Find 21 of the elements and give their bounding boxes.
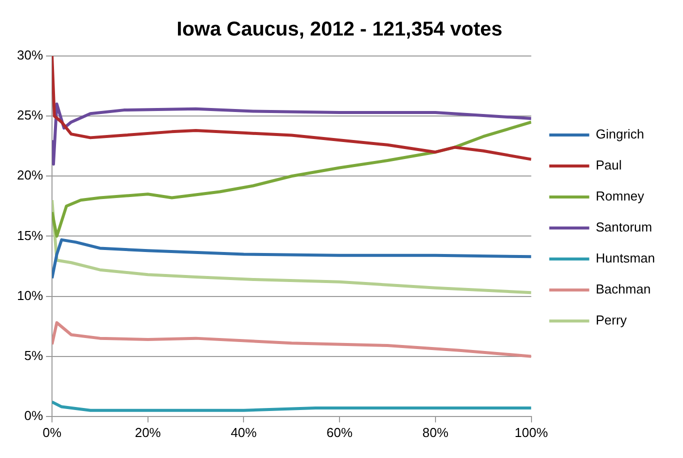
chart-title: Iowa Caucus, 2012 - 121,354 votes (176, 18, 502, 41)
y-tick-label: 10% (16, 288, 44, 303)
x-tick-label: 80% (422, 424, 449, 440)
legend-label: Gingrich (596, 126, 644, 142)
y-tick-label: 0% (24, 408, 44, 423)
legend-label: Romney (596, 188, 645, 204)
x-tick-label: 20% (134, 424, 162, 440)
x-tick-label: 40% (230, 424, 258, 440)
legend-label: Huntsman (596, 250, 655, 266)
legend-label: Santorum (596, 220, 652, 235)
y-tick-label: 5% (24, 348, 44, 363)
x-tick-label: 100% (514, 424, 548, 440)
legend-label: Perry (596, 312, 628, 328)
y-tick-label: 25% (16, 108, 44, 123)
x-tick-label: 60% (326, 424, 354, 440)
legend-label: Paul (596, 158, 622, 173)
legend-label: Bachman (596, 282, 651, 297)
y-tick-label: 30% (16, 48, 44, 63)
y-tick-label: 20% (16, 168, 44, 183)
y-tick-label: 15% (16, 228, 44, 243)
x-tick-label: 0% (42, 424, 62, 440)
